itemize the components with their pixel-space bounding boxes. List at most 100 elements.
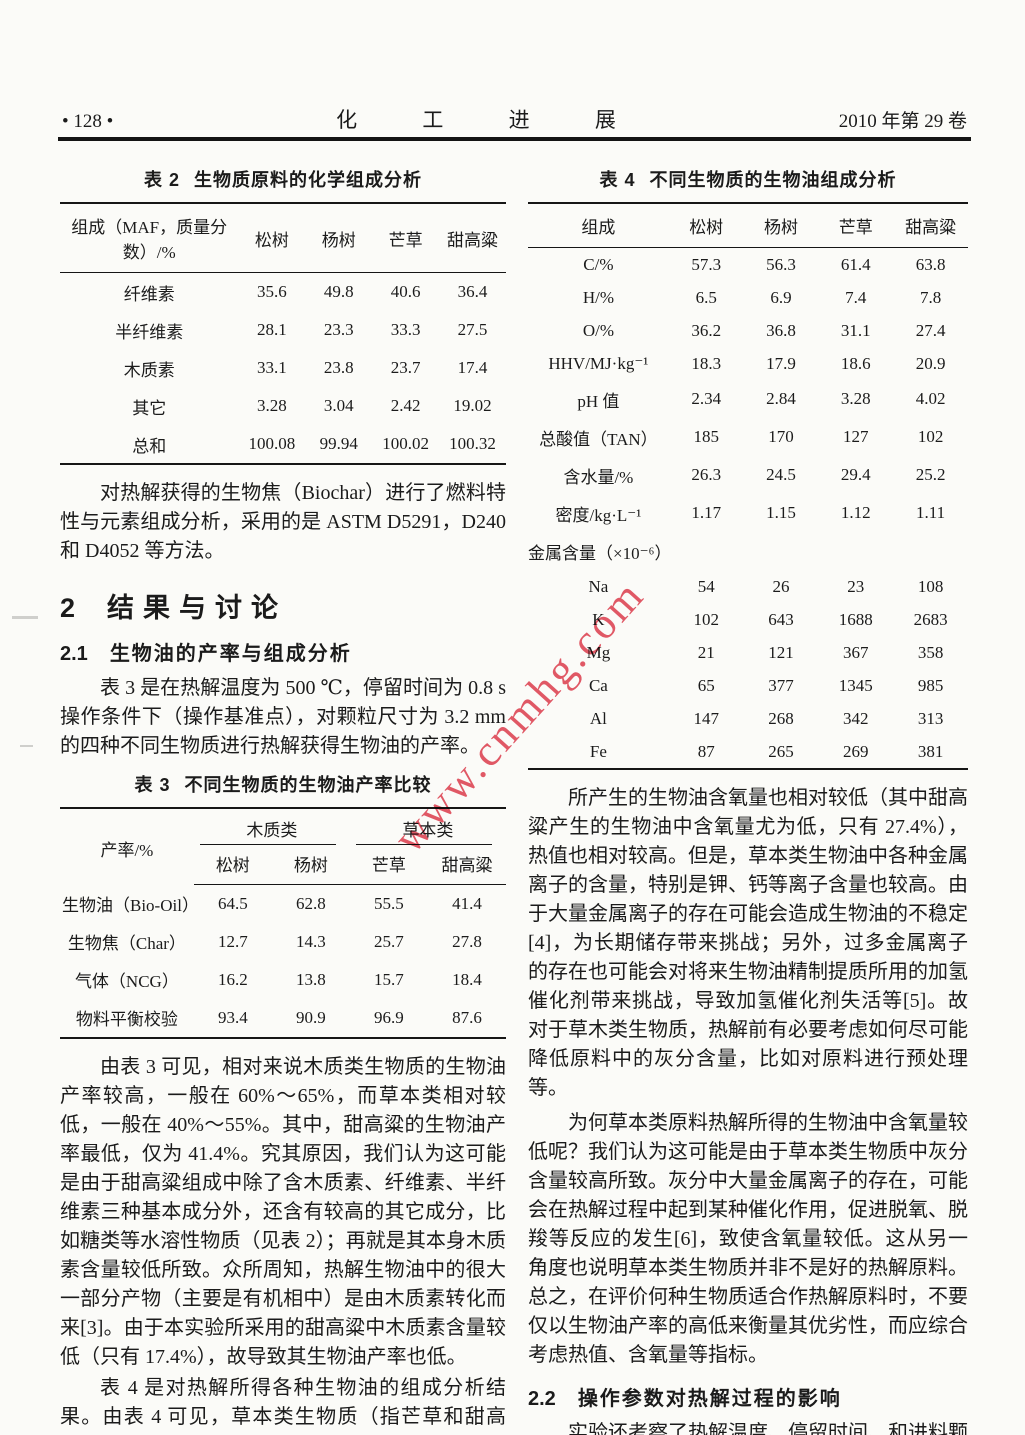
row-label: 其它 <box>132 398 167 418</box>
cell-value: 985 <box>917 675 944 695</box>
column-header: 杨树 <box>271 845 350 885</box>
cell-value: 90.9 <box>295 1007 326 1027</box>
column-header: 芒草 <box>818 203 894 248</box>
row-label: 纤维素 <box>123 284 175 304</box>
column-header: 组成 <box>528 203 669 248</box>
issue-info: 2010 年第 29 卷 <box>838 111 967 132</box>
cell-value: 19.02 <box>453 396 492 415</box>
cell-value: 121 <box>768 642 794 662</box>
table2-title: 生物质原料的化学组成分析 <box>194 170 422 190</box>
header-rule <box>58 137 971 141</box>
cell-value: 127 <box>843 427 869 446</box>
table4-body: C/% 57.3 56.3 61.4 63.8 H/% 6.5 6.9 7.4 7.8 O/% 36.… <box>528 248 968 770</box>
row-label: 物料平衡校验 <box>75 1010 178 1029</box>
cell-value: 2.84 <box>766 389 796 408</box>
row-label: H/% <box>582 287 614 307</box>
cell-value: 33.1 <box>256 358 287 377</box>
cell-value: 16.2 <box>217 969 248 989</box>
table4-title: 不同生物质的生物油组成分析 <box>649 170 897 190</box>
cell-value: 15.7 <box>374 969 404 989</box>
row-label: 总酸值（TAN） <box>539 429 658 449</box>
cell-value: 25.2 <box>915 465 946 484</box>
table4-caption: 表 4 不同生物质的生物油组成分析 <box>528 166 968 192</box>
column-header: 芒草 <box>372 203 440 273</box>
cell-value: 269 <box>843 741 869 761</box>
cell-value <box>818 532 893 570</box>
cell-value: 24.5 <box>766 465 796 484</box>
row-label: Ca <box>588 675 608 695</box>
table3-bio-oil-yield: 产率/% 木质类 草本类 松树 杨树 芒草 甜高粱 生物油（Bio-Oil） 64… <box>60 807 506 1039</box>
table4-number: 表 4 <box>599 170 636 190</box>
group-header-woody: 木质类 <box>194 808 350 845</box>
cell-value: 2683 <box>913 609 948 629</box>
page-number: • 128 • <box>62 111 114 132</box>
cell-value: 35.6 <box>256 282 287 301</box>
row-label: K <box>592 609 605 629</box>
cell-value: 87 <box>697 741 715 761</box>
section-title: 结果与讨论 <box>107 593 288 623</box>
table3-title: 不同生物质的生物油产率比较 <box>184 775 432 795</box>
group-header-herbaceous: 草本类 <box>350 808 506 845</box>
section-2-heading: 2 结果与讨论 <box>60 586 506 625</box>
row-label: 金属含量（×10⁻⁶） <box>528 543 672 563</box>
table3-caption: 表 3 不同生物质的生物油产率比较 <box>60 771 506 797</box>
row-label: 密度/kg·L⁻¹ <box>555 505 642 525</box>
cell-value: 56.3 <box>766 254 796 274</box>
table-row: 金属含量（×10⁻⁶） <box>528 532 968 570</box>
row-label: 生物油（Bio-Oil） <box>62 896 199 915</box>
section-title: 操作参数对热解过程的影响 <box>577 1388 842 1410</box>
table-row: 气体（NCG） 16.2 13.8 15.7 18.4 <box>60 961 506 999</box>
two-column-layout: 表 2 生物质原料的化学组成分析 组成（MAF，质量分数）/% 松树 杨树 芒草 … <box>60 152 968 1435</box>
cell-value: 6.9 <box>770 287 792 307</box>
table2-number: 表 2 <box>143 170 180 190</box>
paragraph-ash-discussion: 为何草本类原料热解所得的生物油中含氧量较低呢？我们认为这可能是由于草本类生物质中… <box>528 1112 968 1366</box>
cell-value: 3.04 <box>323 396 354 415</box>
table3-header: 产率/% 木质类 草本类 松树 杨树 芒草 甜高粱 <box>60 808 506 885</box>
table-row: 半纤维素 28.1 23.3 33.3 27.5 <box>60 311 506 349</box>
cell-value: 313 <box>917 708 944 728</box>
right-column: 表 4 不同生物质的生物油组成分析 组成 松树 杨树 芒草 甜高粱 C/% 57.3… <box>528 152 968 1435</box>
cell-value: 2.42 <box>390 396 421 415</box>
cell-value: 6.5 <box>695 287 717 307</box>
row-label: Na <box>588 576 609 596</box>
row-label: HHV/MJ·kg⁻¹ <box>548 353 649 373</box>
cell-value: 23 <box>847 576 865 596</box>
table-row: HHV/MJ·kg⁻¹ 18.3 17.9 18.6 20.9 <box>528 347 968 380</box>
cell-value: 1345 <box>838 675 873 695</box>
cell-value: 33.3 <box>390 320 421 339</box>
cell-value <box>669 532 744 570</box>
cell-value: 102 <box>693 609 719 629</box>
cell-value: 1.11 <box>916 503 946 522</box>
paragraph-oxygen-discussion: 所产生的生物油含氧量也相对较低（其中甜高粱产生的生物油中含氧量尤为低，只有 27… <box>528 787 968 1099</box>
section-number: 2 <box>60 593 76 623</box>
cell-value: 28.1 <box>256 320 287 339</box>
cell-value: 27.5 <box>457 320 488 339</box>
cell-value: 41.4 <box>452 893 482 913</box>
cell-value: 367 <box>843 642 869 662</box>
column-header: 组成（MAF，质量分数）/% <box>60 203 239 273</box>
section-title: 生物油的产率与组成分析 <box>109 643 352 665</box>
table-row: O/% 36.2 36.8 31.1 27.4 <box>528 314 968 347</box>
cell-value: 27.8 <box>452 931 482 951</box>
cell-value <box>893 532 968 570</box>
cell-value: 99.94 <box>319 434 358 453</box>
table-row: Al 147 268 342 313 <box>528 702 968 735</box>
cell-value: 36.4 <box>457 282 488 301</box>
paragraph-table4-intro: 表 4 是对热解所得各种生物油的组成分析结果。由表 4 可见，草本类生物质（指芒… <box>60 1376 506 1435</box>
paragraph-operating-params: 实验还考察了热解温度、停留时间、和进料颗粒大小等操作参数对热解过程的影响，结果示… <box>568 1422 968 1435</box>
row-label: 总和 <box>132 436 167 456</box>
table-row: 其它 3.28 3.04 2.42 19.02 <box>60 387 506 425</box>
table-row: 密度/kg·L⁻¹ 1.17 1.15 1.12 1.11 <box>528 494 968 532</box>
table-row: 总酸值（TAN） 185 170 127 102 <box>528 418 968 456</box>
table-row: Na 54 26 23 108 <box>528 570 968 603</box>
cell-value: 64.5 <box>217 893 248 913</box>
cell-value: 1688 <box>838 609 873 629</box>
cell-value: 93.4 <box>217 1007 248 1027</box>
cell-value: 17.4 <box>457 358 488 377</box>
cell-value: 29.4 <box>840 465 871 484</box>
section-number: 2.2 <box>528 1388 556 1410</box>
cell-value: 23.8 <box>323 358 354 377</box>
cell-value: 20.9 <box>915 353 946 373</box>
paragraph-methods: 对热解获得的生物焦（Biochar）进行了燃料特性与元素组成分析，采用的是 AS… <box>60 482 506 562</box>
scan-artifact <box>12 616 38 619</box>
